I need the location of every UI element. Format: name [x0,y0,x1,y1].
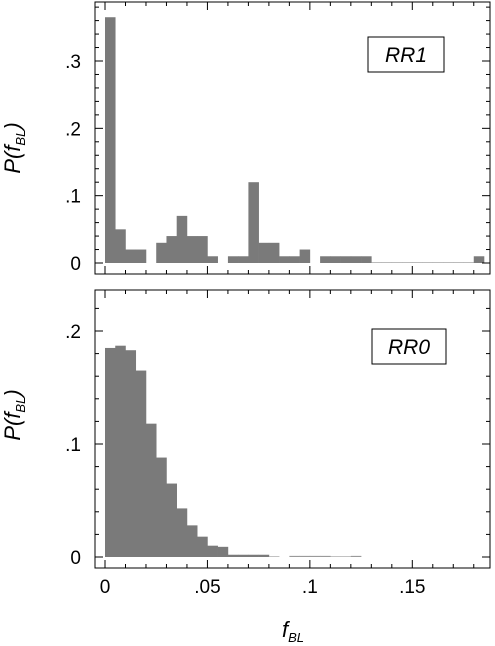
rr0-bar [268,556,280,557]
rr1-bar [197,236,208,263]
rr1-bar [207,256,218,263]
rr0-bar [350,555,362,557]
rr1-bar [402,262,413,263]
panel-rr1: 0 .1 .2 .3 RR1 P(fBL) [0,1,491,275]
rr1-bar [453,262,464,263]
rr0-panel-label: RR0 [388,336,430,359]
rr0-bar [227,554,239,557]
rr1-bar [279,256,290,263]
rr0-x-tick-label: 0 [100,577,111,598]
rr0-bar [320,555,331,557]
rr0-legend-box: RR0 [371,328,447,365]
rr0-bar [156,457,167,557]
rr0-bar [238,554,249,557]
rr0-bar [289,555,300,557]
rr0-bar [197,536,208,557]
rr1-bar [268,242,280,263]
rr1-bar [186,236,198,263]
rr1-bar [330,256,341,263]
rr0-y-tick-label: 0 [70,548,81,569]
rr1-y-axis-title: P(fBL) [0,122,28,173]
rr0-bar [207,545,218,557]
rr0-x-tick-label: .05 [194,577,220,598]
x-axis-title: fBL [282,617,304,645]
rr1-bar [258,242,270,263]
rr1-bar [320,256,331,263]
rr1-bar [432,262,444,263]
rr1-y-tick-label: 0 [70,254,81,275]
rr1-bar [166,236,177,263]
rr0-bar [176,508,188,557]
rr1-bar [391,262,403,263]
rr0-bar [248,554,259,557]
rr0-y-tick-label: .1 [65,435,81,456]
rr0-bar [125,350,137,557]
rr1-bar [443,262,454,263]
rr1-bar [135,249,147,263]
rr0-bar [330,556,341,557]
rr0-bar [186,525,198,557]
rr0-bar [135,370,147,557]
rr0-y-tick-label: .2 [65,322,81,343]
rr0-bar [258,554,270,557]
rr0-bars [105,345,362,557]
rr1-bar [371,262,382,263]
rr0-bar [340,556,352,557]
rr0-bar [309,555,321,557]
rr0-plot-frame [94,289,491,569]
rr1-y-ticks: 0 .1 .2 .3 [65,6,490,275]
rr0-bar [145,423,157,557]
rr1-bar [350,256,362,263]
rr0-x-tick-label: .15 [399,577,425,598]
rr1-bar [238,256,249,263]
rr0-y-axis-title: P(fBL) [0,389,28,440]
rr1-bars [105,17,485,264]
rr1-bar [340,256,352,263]
rr1-legend-box: RR1 [367,36,445,73]
rr1-bar [125,249,137,263]
rr1-x-ticks [104,2,475,274]
rr0-x-tick-label: .1 [302,577,318,598]
rr0-bar [299,555,311,557]
rr0-bar [217,546,229,557]
rr1-bar [473,256,485,263]
rr0-y-ticks: 0 .1 .2 [65,307,490,569]
rr1-bar [381,262,393,263]
rr1-bar [156,242,167,263]
rr0-x-ticks: 0 .05 .1 .15 [100,290,475,598]
rr1-bar [248,182,259,263]
rr1-panel-label: RR1 [385,44,427,67]
rr1-bar [176,215,188,263]
rr1-bar [412,262,423,263]
panel-rr0: 0 .1 .2 0 .05 .1 .15 RR0 P(fBL) fBL [0,289,491,645]
rr1-y-tick-label: .1 [65,187,81,208]
rr1-bar [361,256,372,263]
rr1-bar [227,256,239,263]
rr1-bar [115,229,126,263]
rr1-bar [299,249,311,263]
rr1-plot-frame [94,1,491,275]
rr1-bar [422,262,434,263]
rr0-bar [166,483,177,557]
rr1-y-tick-label: .2 [65,119,81,140]
rr1-y-tick-label: .3 [65,52,81,73]
rr0-bar [105,347,116,557]
rr1-bar [105,17,116,264]
rr1-bar [289,256,300,263]
rr0-bar [115,345,126,557]
rr1-bar [463,262,475,263]
